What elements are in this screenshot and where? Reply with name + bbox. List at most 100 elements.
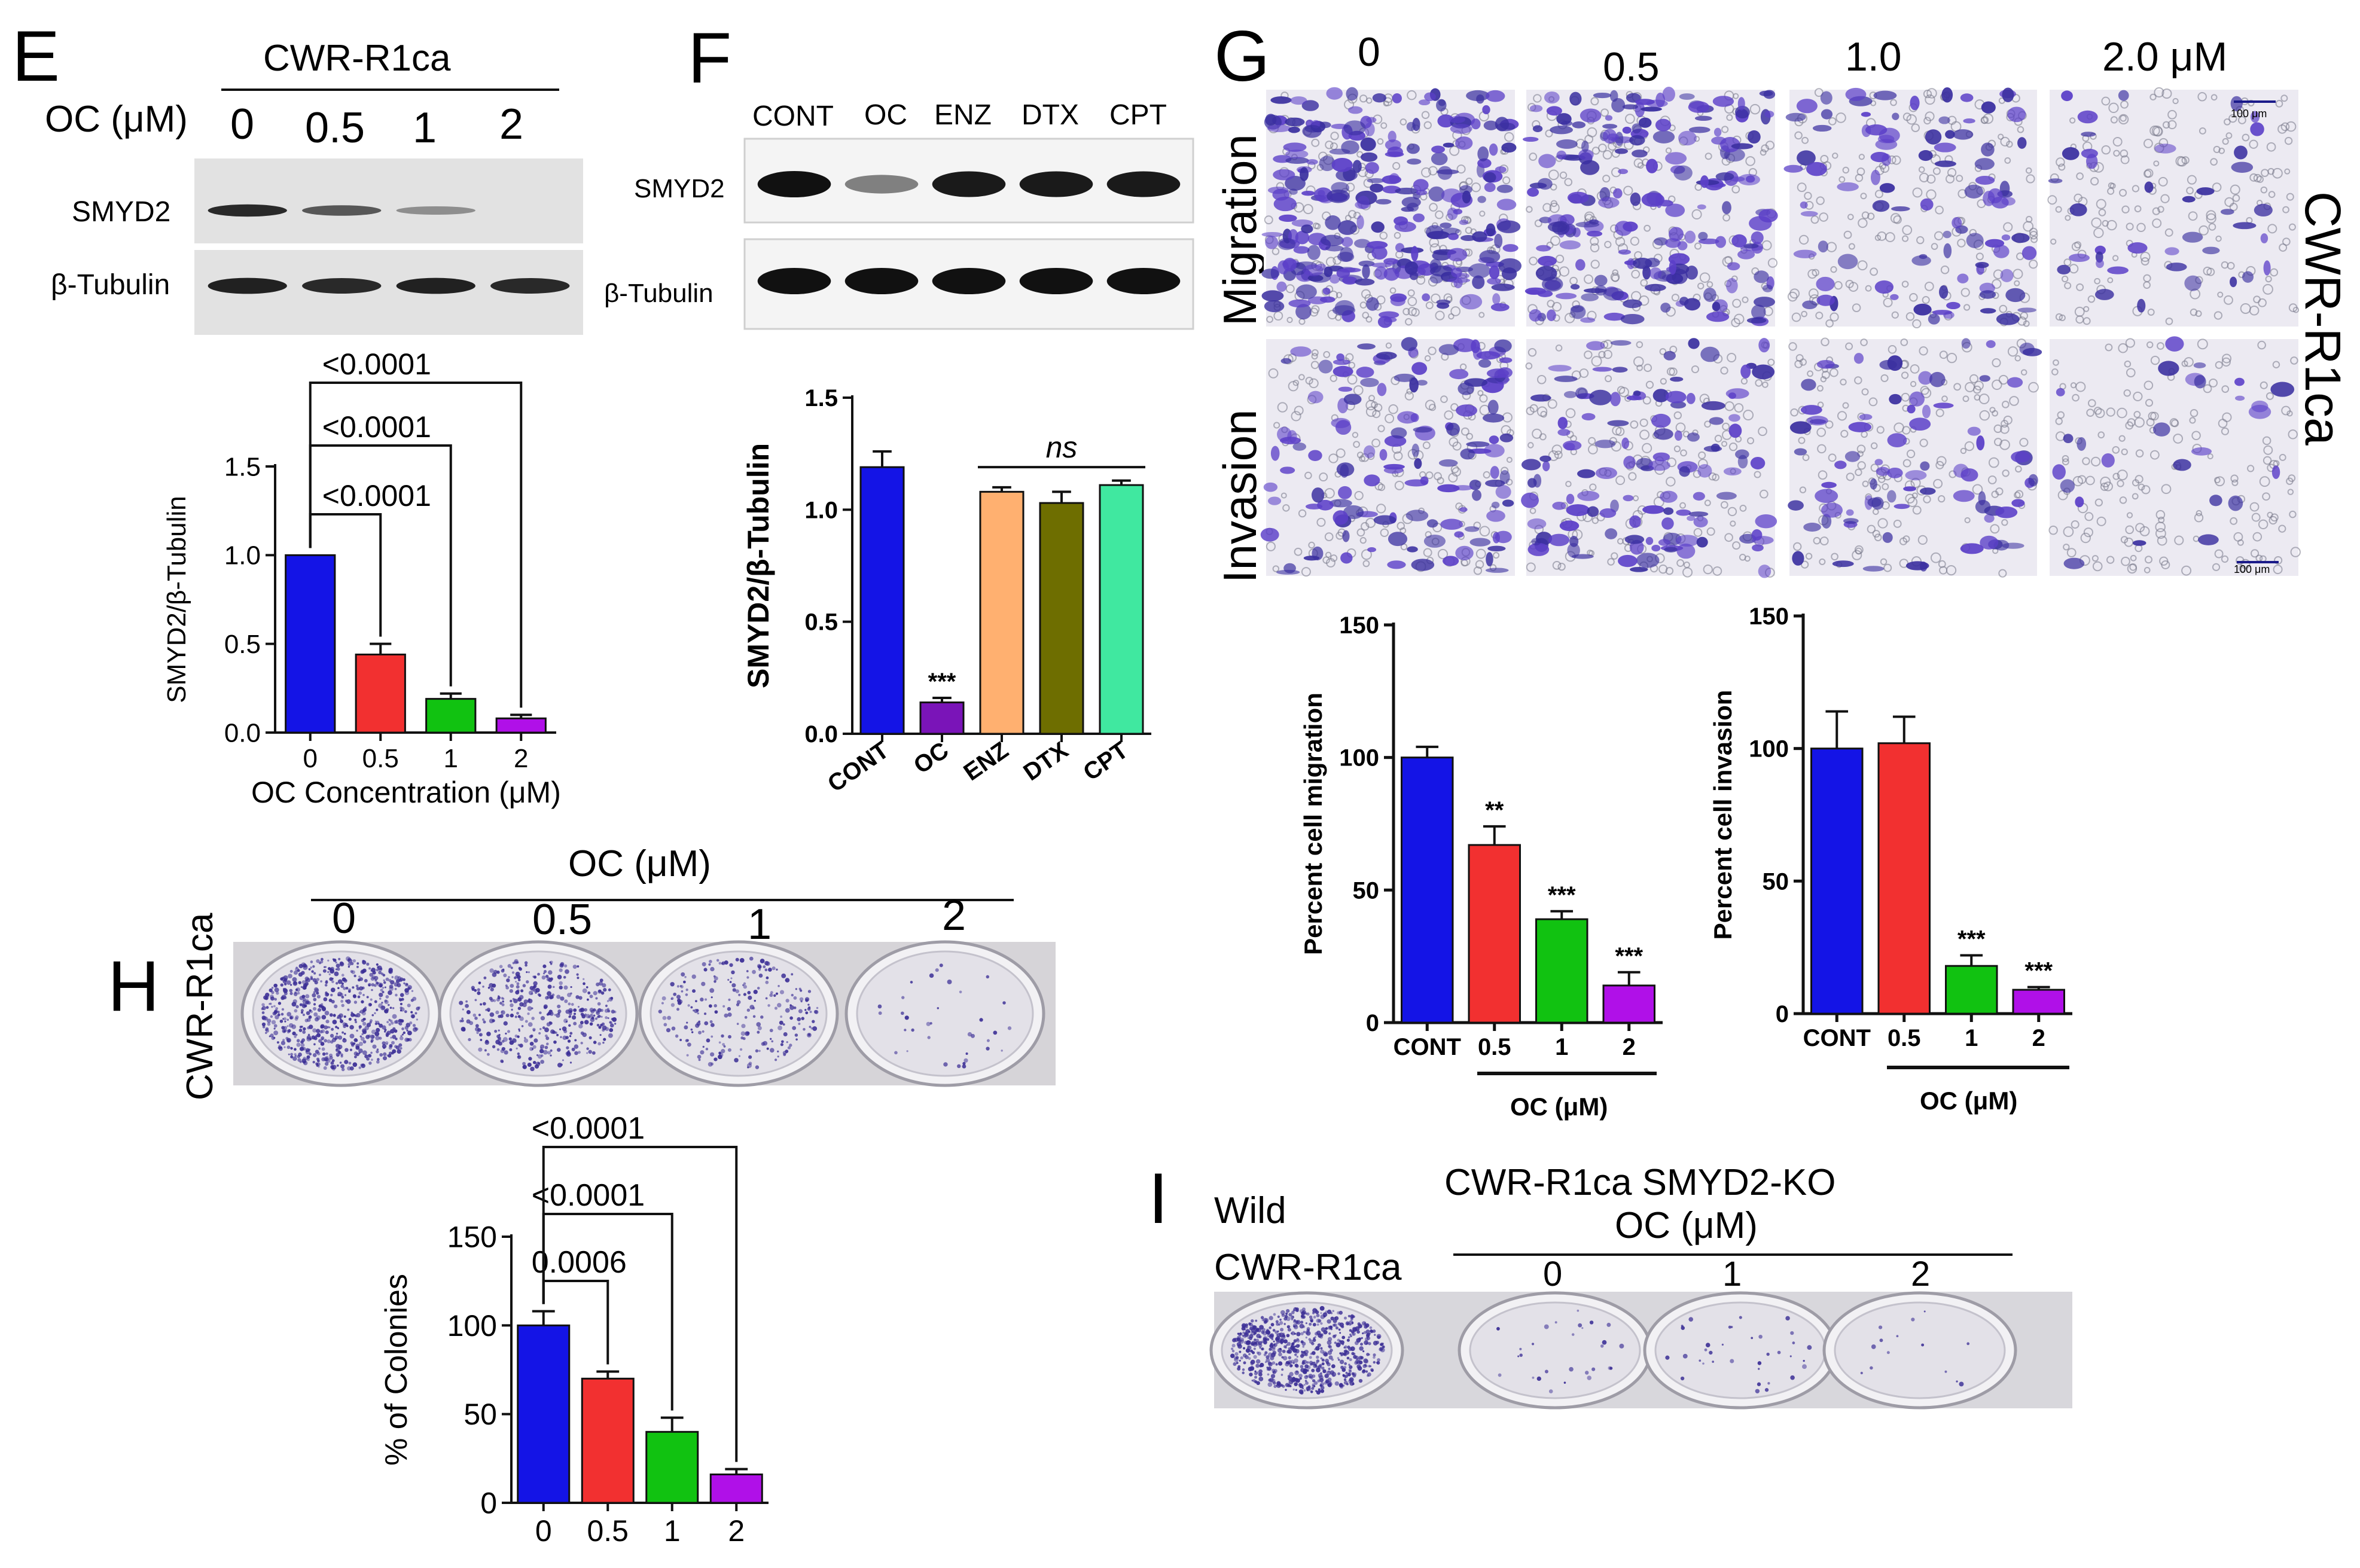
colony (608, 988, 611, 992)
membrane-pore (2102, 219, 2109, 227)
stained-cell (1304, 125, 1321, 133)
colony (929, 1022, 932, 1025)
colony (283, 978, 288, 982)
membrane-pore (1862, 480, 1869, 487)
colony (1293, 1325, 1295, 1328)
colony (1303, 1331, 1306, 1334)
membrane-pore (1266, 541, 1276, 551)
colony (276, 1041, 279, 1044)
stained-cell (2230, 96, 2243, 111)
stained-cell (1449, 369, 1469, 380)
colony (1269, 1326, 1272, 1329)
colony (569, 1035, 572, 1038)
colony (735, 957, 739, 962)
membrane-pore (1852, 303, 1861, 312)
colony (1338, 1328, 1341, 1331)
y-tick-label: 100 (447, 1309, 497, 1343)
colony (1280, 1310, 1285, 1315)
colony (1242, 1334, 1245, 1337)
stained-cell (1872, 200, 1890, 212)
membrane-pore (1941, 395, 1948, 402)
membrane-pore (2197, 91, 2207, 102)
stained-cell (1382, 175, 1402, 184)
colony (1264, 1361, 1267, 1363)
colony (1316, 1366, 1320, 1370)
colony (603, 988, 607, 992)
colony (370, 1051, 373, 1054)
x-tick-label: ENZ (959, 737, 1013, 786)
colony (711, 1035, 714, 1038)
colony (487, 1009, 490, 1012)
colony (348, 1061, 352, 1065)
colony (519, 1030, 521, 1032)
colony (331, 1067, 334, 1070)
stained-cell (1270, 96, 1292, 104)
colony (1258, 1369, 1263, 1374)
panel-g-row-label-migration: Migration (1213, 134, 1266, 326)
stained-cell (1478, 359, 1492, 368)
stained-cell (1594, 274, 1608, 286)
membrane-pore (2086, 408, 2094, 417)
colony (316, 1029, 321, 1033)
membrane-pore (2214, 549, 2224, 559)
panel-i-letter: I (1148, 1158, 1168, 1238)
membrane-pore (2167, 109, 2177, 120)
stained-cell (1646, 158, 1658, 173)
stained-cell (1980, 535, 1999, 550)
colony (776, 968, 778, 971)
colony (1289, 1372, 1294, 1377)
colony (400, 1009, 403, 1012)
stained-cell (1401, 206, 1414, 212)
colony (986, 975, 990, 979)
stained-cell (1663, 507, 1674, 515)
stained-cell (2234, 377, 2245, 386)
colony (1251, 1319, 1254, 1323)
colony (321, 1038, 324, 1041)
colony (993, 1030, 998, 1035)
membrane-pore (1407, 90, 1417, 100)
stained-cell (1330, 274, 1340, 284)
membrane-pore (1547, 399, 1557, 409)
membrane-pore (1932, 167, 1941, 175)
colony (403, 1031, 406, 1035)
membrane-pore (1831, 553, 1838, 561)
stained-cell (1623, 299, 1642, 309)
colony (381, 1002, 383, 1004)
colony (773, 994, 776, 997)
stained-cell (1758, 565, 1771, 578)
colony (965, 1052, 968, 1055)
stained-cell (1329, 499, 1352, 508)
x-tick-label: 0 (535, 1514, 552, 1548)
stained-cell (1559, 520, 1580, 532)
membrane-pore (1842, 166, 1849, 174)
membrane-pore (1532, 428, 1542, 439)
colony (525, 1020, 528, 1023)
membrane-pore (1726, 114, 1733, 121)
membrane-pore (1591, 147, 1600, 155)
membrane-pore (2058, 163, 2066, 171)
colony (1331, 1372, 1337, 1377)
colony (273, 1030, 279, 1036)
colony (1532, 1376, 1535, 1379)
colony (320, 1025, 324, 1029)
colony (401, 997, 404, 1001)
colony (388, 968, 393, 972)
colony (289, 1016, 293, 1020)
membrane-pore (2080, 532, 2091, 544)
stained-cell (1754, 270, 1769, 283)
colony (1531, 1343, 1535, 1346)
stained-cell (1265, 114, 1277, 126)
colony (765, 980, 769, 984)
colony (278, 1046, 282, 1050)
colony (589, 1022, 593, 1026)
colony (1334, 1381, 1339, 1386)
colony (1681, 1326, 1685, 1330)
colony (337, 1014, 342, 1019)
membrane-pore (1645, 380, 1654, 389)
x-tick-label: 0 (303, 744, 318, 773)
colony (708, 1061, 713, 1067)
colony (799, 989, 803, 992)
colony (539, 1027, 542, 1030)
stained-cell (1727, 262, 1740, 271)
